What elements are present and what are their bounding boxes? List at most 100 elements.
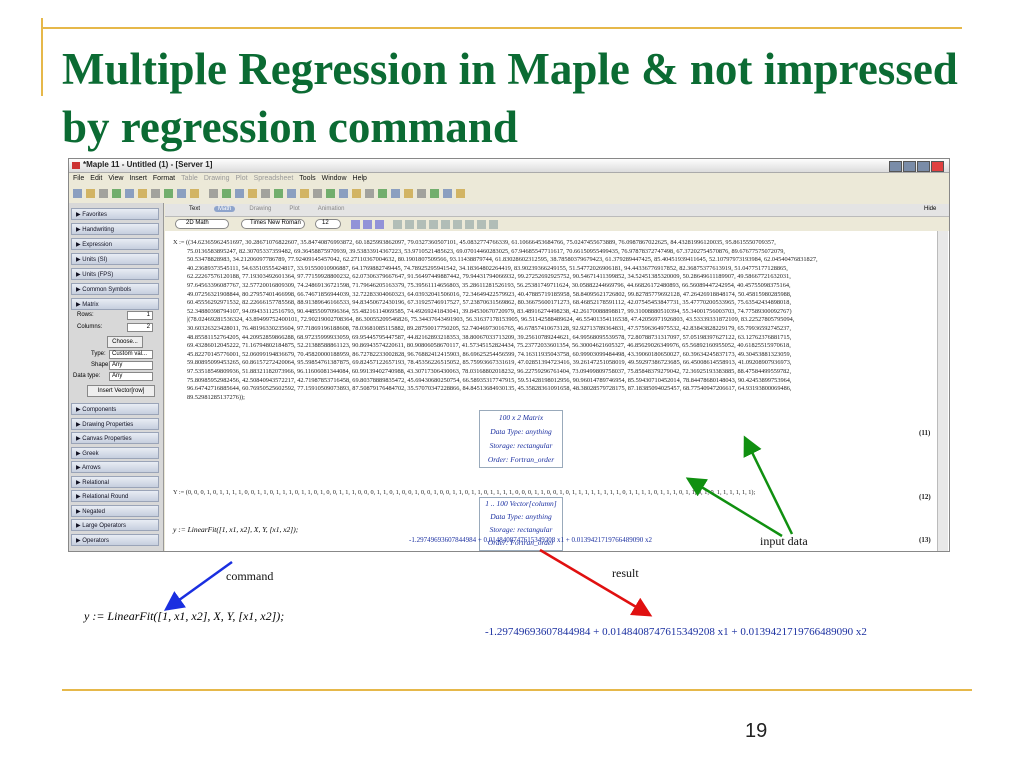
menu-item: Plot [235, 175, 248, 182]
menu-item: View [108, 175, 124, 182]
palette-header: ▶ Components [71, 403, 159, 415]
toolbar-icon [190, 189, 199, 198]
toolbar-icon [248, 189, 257, 198]
command-note: command [226, 569, 274, 583]
window-button [903, 161, 916, 172]
palette-header: ▶ Common Symbols [71, 283, 159, 295]
hide-link: Hide [924, 206, 937, 212]
toolbar-icon [222, 189, 231, 198]
toolbar-icon [112, 189, 121, 198]
x-line: 97.53518549809936, 51.88321182073966, 96… [187, 368, 792, 375]
toolbar-icon [443, 189, 452, 198]
menu-item: Edit [90, 175, 103, 182]
palette-header: ▶ Handwriting [71, 223, 159, 235]
eq-label: (13) [919, 536, 931, 544]
toolbar-icon [456, 189, 465, 198]
format-icon [441, 220, 450, 229]
palette-header: ▶ Large Operators [71, 519, 159, 531]
toolbar-icon [73, 189, 82, 198]
maple-window: *Maple 11 - Untitled (1) - [Server 1] Fil… [68, 158, 950, 552]
tab: Animation [317, 206, 345, 212]
vector-info: Storage: rectangular [489, 525, 553, 534]
window-button [931, 161, 944, 172]
x-line: 30.60326323428011, 76.48196330235604, 97… [187, 325, 792, 332]
palette-header: ▶ Favorites [71, 208, 159, 220]
result-note: result [612, 566, 639, 580]
menu-item: Help [352, 175, 367, 182]
vector-info: Order: Fortran_order [487, 538, 555, 547]
palette-header: ▶ Drawing Properties [71, 417, 159, 430]
eq-label: (11) [919, 429, 931, 437]
result-zoom: -1.29749693607844984 + 0.014840874761534… [485, 626, 867, 638]
toolbar-icon [326, 189, 335, 198]
result-line: -1.29749693607844984 + 0.014840874761534… [409, 536, 652, 544]
command-zoom: y := LinearFit([1, x1, x2], X, Y, [x1, x… [84, 609, 285, 623]
x-line: 62.22267576120188, 77.19303492601364, 97… [187, 273, 791, 281]
vector-info: Data Type: anything [490, 512, 552, 521]
toolbar-icon [138, 189, 147, 198]
app-icon [72, 162, 80, 169]
x-line: 52.34880398794107, 94.09433112516793, 90… [187, 307, 792, 315]
mode-dropdown: 2D Math [175, 219, 229, 229]
palette-header: ▶ Matrix [71, 298, 159, 310]
window-button [889, 161, 902, 172]
toolbar-icon [86, 189, 95, 198]
matrix-info: Order: Fortran_order [487, 455, 555, 464]
toolbar-icon [287, 189, 296, 198]
toolbar-icon [300, 189, 309, 198]
x-line: 59.80895099453265, 60.86157272420064, 95… [187, 359, 792, 367]
x-line: 75.0136583895247, 82.30705337359482, 69.… [187, 247, 785, 255]
toolbar-icon [378, 189, 387, 198]
tab-bar [165, 204, 949, 217]
toolbar-icon [391, 189, 400, 198]
x-line: 97.64563396087767, 32.57720016809309, 74… [187, 282, 791, 289]
format-icon [363, 220, 372, 229]
format-icon [465, 220, 474, 229]
toolbar-icon [417, 189, 426, 198]
palette-header: ▶ Relational [71, 475, 159, 488]
format-icon [375, 220, 384, 229]
toolbar-icon [430, 189, 439, 198]
palette-header: ▶ Canvas Properties [71, 432, 159, 444]
title-bar [69, 159, 949, 173]
menu-item: Format [152, 175, 176, 182]
font-dropdown: Times New Roman [241, 219, 305, 229]
menu-item: File [73, 175, 85, 182]
field-value: 2 [127, 323, 153, 332]
menu-item: Insert [129, 175, 147, 182]
x-line: 49.07256321908844, 80.27957401466998, 66… [187, 290, 792, 298]
x-line: |(78.02469281536324, 43.89499752400101, … [187, 316, 795, 324]
toolbar-icon [209, 189, 218, 198]
toolbar-icon [99, 189, 108, 198]
matrix-info: Storage: rectangular [489, 441, 553, 450]
x-line: X := ((34.62365962451697, 30.28671076822… [173, 239, 776, 246]
tab: Plot [289, 206, 300, 212]
dropdown: Any [109, 372, 153, 381]
size-dropdown: 12 [315, 219, 341, 229]
x-line: 60.45556292971532, 82.22666157785568, 88… [187, 299, 792, 307]
field-label: Columns: [77, 324, 103, 330]
toolbar-icon [151, 189, 160, 198]
vector-info: 1 .. 100 Vector[column] [485, 499, 557, 508]
window-title: *Maple 11 - Untitled (1) - [Server 1] [83, 160, 213, 169]
toolbar-icon [177, 189, 186, 198]
window-button [917, 161, 930, 172]
y-line: Y := (0, 0, 0, 1, 0, 1, 1, 1, 1, 0, 0, 1… [173, 489, 756, 496]
format-icon [453, 220, 462, 229]
menu-item: Window [321, 175, 347, 182]
insert-button: Insert Vector[row] [87, 385, 155, 397]
toolbar-icon [164, 189, 173, 198]
info-box [479, 497, 563, 551]
x-line: 50.53478828983, 34.21206097786789, 77.92… [187, 256, 818, 264]
toolbar-icon [274, 189, 283, 198]
menu-item: Spreadsheet [253, 175, 294, 182]
palette-header: ▶ Relational Round [71, 490, 159, 502]
input-data-note: input data [760, 534, 808, 548]
x-line: 45.82270145776001, 52.06099194836679, 70… [187, 350, 792, 358]
toolbar-icon [352, 189, 361, 198]
x-line: 89.52981285137276)); [187, 393, 245, 401]
toolbar-icon [125, 189, 134, 198]
toolbar-icon [404, 189, 413, 198]
